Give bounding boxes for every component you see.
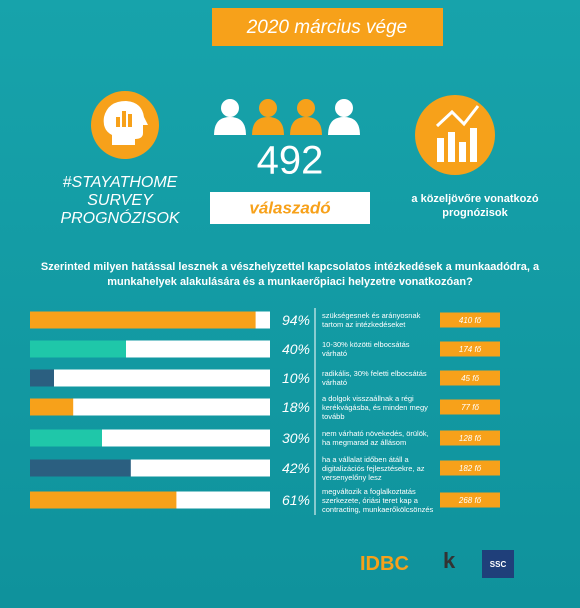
- logo: SSC: [490, 560, 507, 569]
- title: 2020 március vége: [246, 17, 408, 38]
- logo: k: [443, 548, 456, 573]
- value-label: 30%: [282, 430, 310, 446]
- forecast: a közeljövőre vonatkozó: [411, 193, 538, 205]
- value-label: 42%: [282, 460, 310, 476]
- count-box: [440, 399, 500, 415]
- count-label: 182 fő: [459, 464, 482, 473]
- count-label: 410 fő: [459, 316, 482, 325]
- respondents: 492: [257, 139, 324, 183]
- count-label: 128 fő: [459, 434, 482, 443]
- chart-icon-bars: [437, 128, 477, 162]
- logos: IDBC k SSC: [360, 548, 514, 578]
- count-box: [440, 370, 500, 386]
- people-icons: [214, 99, 360, 135]
- count-box: [440, 460, 500, 476]
- bar-track: [30, 398, 270, 416]
- category: nem várható növekedés, örülök, ha megmar…: [322, 429, 429, 447]
- bar: [30, 398, 74, 416]
- value-label: 10%: [282, 370, 310, 386]
- category: megváltozik a foglalkoztatás szerkezete,…: [322, 486, 434, 514]
- bar: [30, 311, 256, 329]
- bar: [30, 459, 131, 477]
- count-label: 268 fő: [458, 496, 482, 505]
- bar: [30, 429, 102, 447]
- count-label: 174 fő: [459, 345, 482, 354]
- respondents-label: válaszadó: [249, 198, 330, 217]
- bar: [30, 491, 177, 509]
- value-label: 18%: [282, 399, 310, 415]
- category: ha a vállalat időben átáll a digitalizác…: [322, 454, 425, 482]
- hashtag: PROGNÓZISOK: [60, 208, 180, 227]
- category: 10-30% közötti elbocsátás várható: [322, 340, 410, 358]
- bar: [30, 369, 54, 387]
- value-label: 40%: [282, 341, 310, 357]
- question: Szerinted milyen hatással lesznek a vész…: [40, 261, 540, 288]
- count-box: [440, 312, 500, 328]
- bar: [30, 340, 126, 358]
- value-label: 94%: [282, 312, 310, 328]
- category: a dolgok visszaállnak a régi kerékvágásb…: [322, 393, 428, 421]
- value-label: 61%: [282, 492, 310, 508]
- hashtag: SURVEY: [87, 192, 154, 209]
- respondents-box: [210, 192, 370, 224]
- count-label: 77 fő: [461, 403, 479, 412]
- count-box: [440, 341, 500, 357]
- count-label: 45 fő: [461, 374, 479, 383]
- bar-track: [30, 369, 270, 387]
- title-banner: [212, 8, 443, 46]
- forecast: prognózisok: [442, 207, 508, 219]
- count-box: [440, 492, 500, 508]
- category: szükségesnek és arányosnak tartom az int…: [322, 311, 421, 329]
- hashtag: #STAYATHOME: [63, 174, 178, 191]
- logo: IDBC: [360, 553, 409, 575]
- category: radikális, 30% feletti elbocsátás várhat…: [322, 369, 427, 387]
- count-box: [440, 430, 500, 446]
